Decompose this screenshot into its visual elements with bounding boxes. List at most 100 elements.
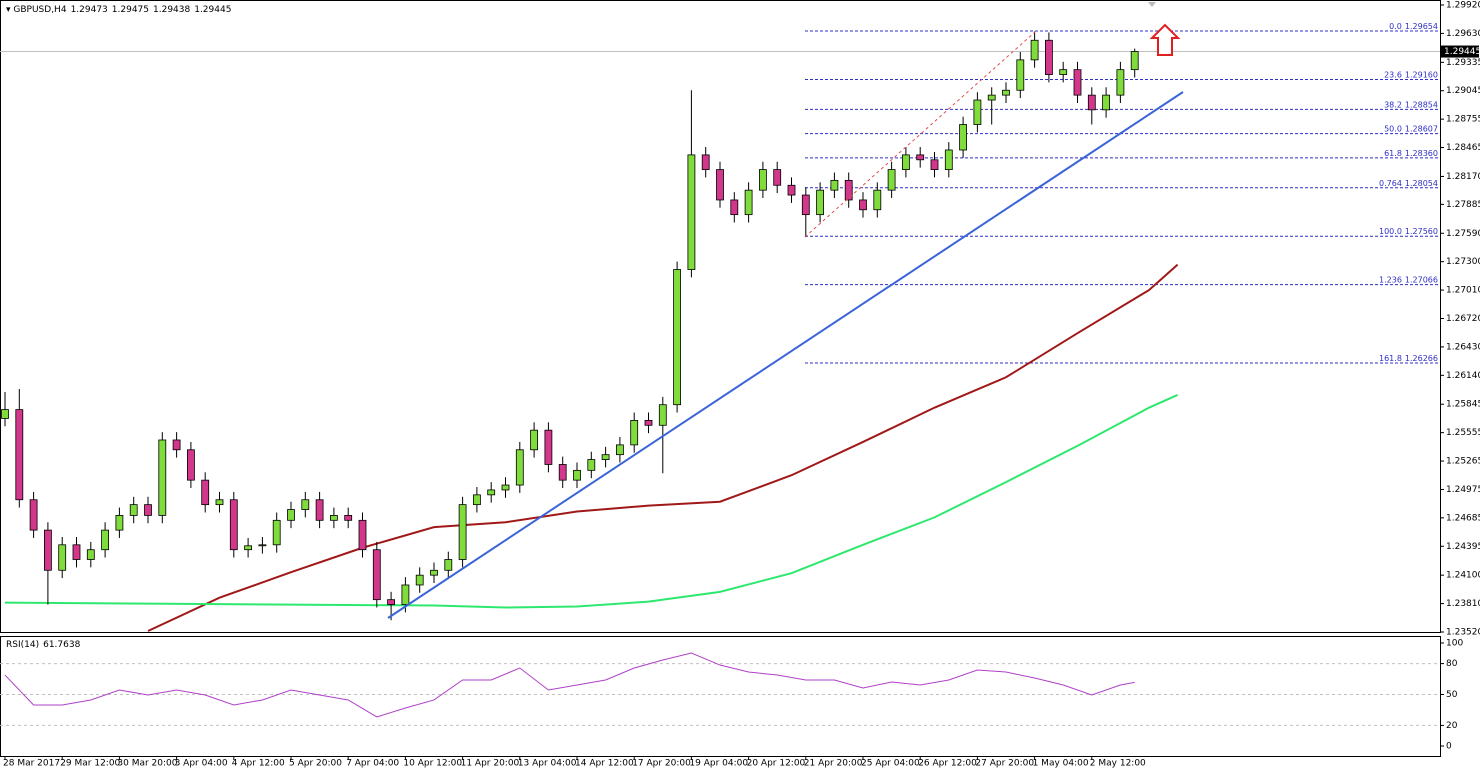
candle-body — [987, 94, 996, 101]
candle-body — [72, 544, 81, 560]
x-tick-label: 29 Mar 12:00 — [60, 759, 120, 769]
candle-body — [558, 464, 567, 481]
candle-body — [358, 519, 367, 551]
y-tick-label: 1.23810 — [1446, 599, 1480, 609]
candle-body — [630, 419, 639, 446]
candle-body — [616, 444, 624, 456]
candle-body — [129, 504, 138, 516]
candle-body — [573, 469, 581, 481]
candle-body — [859, 199, 867, 211]
candle-body — [472, 494, 481, 506]
fib-price: 1.28360 — [1405, 148, 1438, 157]
y-tick-label: 1.25845 — [1446, 400, 1480, 410]
candle-body — [58, 544, 67, 571]
rsi-tick-label: 50 — [1446, 690, 1458, 700]
price-pane — [0, 0, 1441, 633]
candle-body — [673, 269, 681, 406]
fib-price: 1.29160 — [1405, 70, 1438, 79]
candle-body — [501, 484, 510, 491]
candle-body — [801, 194, 810, 216]
x-tick-label: 21 Apr 20:00 — [804, 759, 863, 769]
candle-body — [844, 179, 853, 201]
fib-label: 61.8 1.28360 — [1384, 148, 1438, 157]
fib-ratio: 161.8 — [1379, 353, 1402, 362]
candle-body — [229, 499, 238, 551]
candle-body — [1045, 39, 1053, 75]
candle-body — [1, 409, 9, 419]
candle-body — [716, 169, 724, 201]
fib-ratio: 0.764 — [1379, 178, 1402, 187]
candle-body — [787, 184, 796, 196]
candle-body — [287, 509, 295, 521]
fib-label: 50.0 1.28607 — [1384, 124, 1438, 133]
candle-body — [658, 404, 667, 426]
candle-body — [487, 489, 496, 496]
fib-label: 23.6 1.29160 — [1384, 70, 1438, 79]
rsi-header: RSI(14) 61.7638 — [6, 640, 81, 650]
candle-body — [515, 449, 524, 486]
candle-body — [401, 584, 410, 605]
fib-price: 1.27560 — [1405, 227, 1438, 236]
y-tick-label: 1.23520 — [1446, 628, 1480, 638]
candle-body — [701, 154, 710, 170]
y-tick-label: 1.29335 — [1446, 58, 1480, 68]
y-tick-label: 1.29920 — [1446, 1, 1480, 11]
candle-body — [873, 189, 882, 211]
fib-ratio: 0.0 — [1389, 22, 1402, 31]
x-tick-label: 19 Apr 04:00 — [689, 759, 748, 769]
candle-body — [887, 169, 896, 191]
candle-body — [644, 419, 653, 426]
fib-price: 1.28607 — [1405, 124, 1438, 133]
candle-body — [444, 559, 453, 571]
candle-body — [830, 179, 839, 191]
x-tick-label: 13 Apr 04:00 — [518, 759, 577, 769]
y-tick-label: 1.27010 — [1446, 286, 1480, 296]
candle-body — [372, 549, 381, 601]
candle-body — [15, 409, 24, 501]
x-tick-label: 28 Mar 2017 — [3, 759, 60, 769]
x-tick-label: 3 Apr 04:00 — [175, 759, 228, 769]
candle-body — [687, 154, 696, 270]
x-tick-label: 10 Apr 12:00 — [403, 759, 462, 769]
candle-body — [1030, 39, 1039, 61]
x-tick-label: 27 Apr 20:00 — [975, 759, 1034, 769]
candle-body — [1116, 69, 1125, 96]
fib-label: 161.8 1.26266 — [1379, 353, 1438, 362]
candle-body — [1059, 69, 1068, 75]
x-tick-label: 20 Apr 12:00 — [747, 759, 806, 769]
x-tick-label: 30 Mar 20:00 — [117, 759, 177, 769]
candle-body — [959, 124, 967, 151]
candle-body — [344, 515, 353, 521]
chart-header: ▾ GBPUSD,H4 1.29473 1.29475 1.29438 1.29445 — [6, 5, 231, 15]
candle-body — [773, 169, 782, 186]
close: 1.29445 — [194, 5, 231, 15]
scroll-marker — [1148, 2, 1156, 7]
y-tick-label: 1.28465 — [1446, 143, 1480, 153]
y-tick-label: 1.26720 — [1446, 314, 1480, 324]
moving-average — [4, 394, 1179, 609]
candle-body — [186, 449, 195, 481]
open: 1.29473 — [71, 5, 108, 15]
x-tick-label: 4 Apr 12:00 — [232, 759, 285, 769]
y-tick-label: 1.28755 — [1446, 115, 1480, 125]
moving-average — [147, 263, 1179, 632]
candle-body — [415, 574, 424, 586]
candle-body — [544, 429, 553, 465]
symbol: GBPUSD,H4 — [13, 5, 66, 15]
fib-ratio: 100.0 — [1379, 227, 1402, 236]
candle-body — [587, 459, 596, 471]
rsi-name: RSI(14) — [6, 640, 39, 650]
trend-line — [387, 91, 1184, 619]
candle-body — [1016, 59, 1025, 91]
fib-ratio: 1.236 — [1379, 275, 1402, 284]
candle-body — [916, 154, 925, 161]
x-tick-label: 17 Apr 20:00 — [632, 759, 691, 769]
fib-price: 1.27066 — [1405, 275, 1438, 284]
candle-body — [1073, 69, 1082, 96]
y-tick-label: 1.29045 — [1446, 86, 1480, 96]
y-tick-label: 1.25265 — [1446, 457, 1480, 467]
candle-body — [201, 479, 210, 506]
y-tick-label: 1.24100 — [1446, 571, 1480, 581]
high: 1.29475 — [112, 5, 149, 15]
candle-body — [458, 504, 467, 560]
